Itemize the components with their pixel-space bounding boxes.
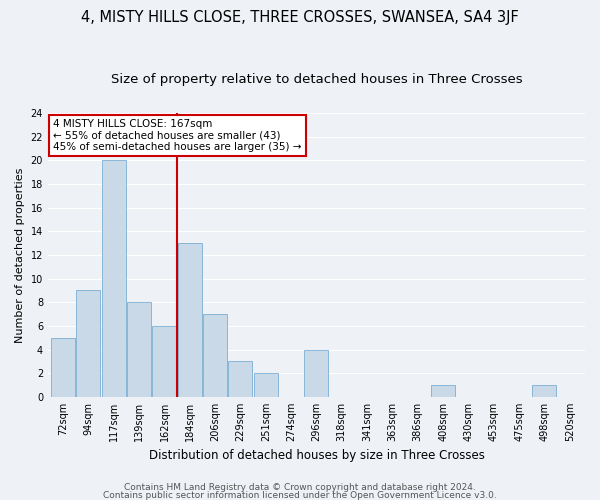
Text: Contains public sector information licensed under the Open Government Licence v3: Contains public sector information licen… [103,490,497,500]
Bar [102,160,126,397]
Bar [203,314,227,397]
Bar [178,243,202,397]
Y-axis label: Number of detached properties: Number of detached properties [15,168,25,342]
Bar [127,302,151,397]
X-axis label: Distribution of detached houses by size in Three Crosses: Distribution of detached houses by size … [149,450,484,462]
Title: Size of property relative to detached houses in Three Crosses: Size of property relative to detached ho… [110,72,522,86]
Text: Contains HM Land Registry data © Crown copyright and database right 2024.: Contains HM Land Registry data © Crown c… [124,484,476,492]
Bar [229,362,253,397]
Bar [152,326,176,397]
Text: 4 MISTY HILLS CLOSE: 167sqm
← 55% of detached houses are smaller (43)
45% of sem: 4 MISTY HILLS CLOSE: 167sqm ← 55% of det… [53,118,302,152]
Text: 4, MISTY HILLS CLOSE, THREE CROSSES, SWANSEA, SA4 3JF: 4, MISTY HILLS CLOSE, THREE CROSSES, SWA… [81,10,519,25]
Bar [431,385,455,397]
Bar [532,385,556,397]
Bar [304,350,328,397]
Bar [254,374,278,397]
Bar [76,290,100,397]
Bar [51,338,75,397]
